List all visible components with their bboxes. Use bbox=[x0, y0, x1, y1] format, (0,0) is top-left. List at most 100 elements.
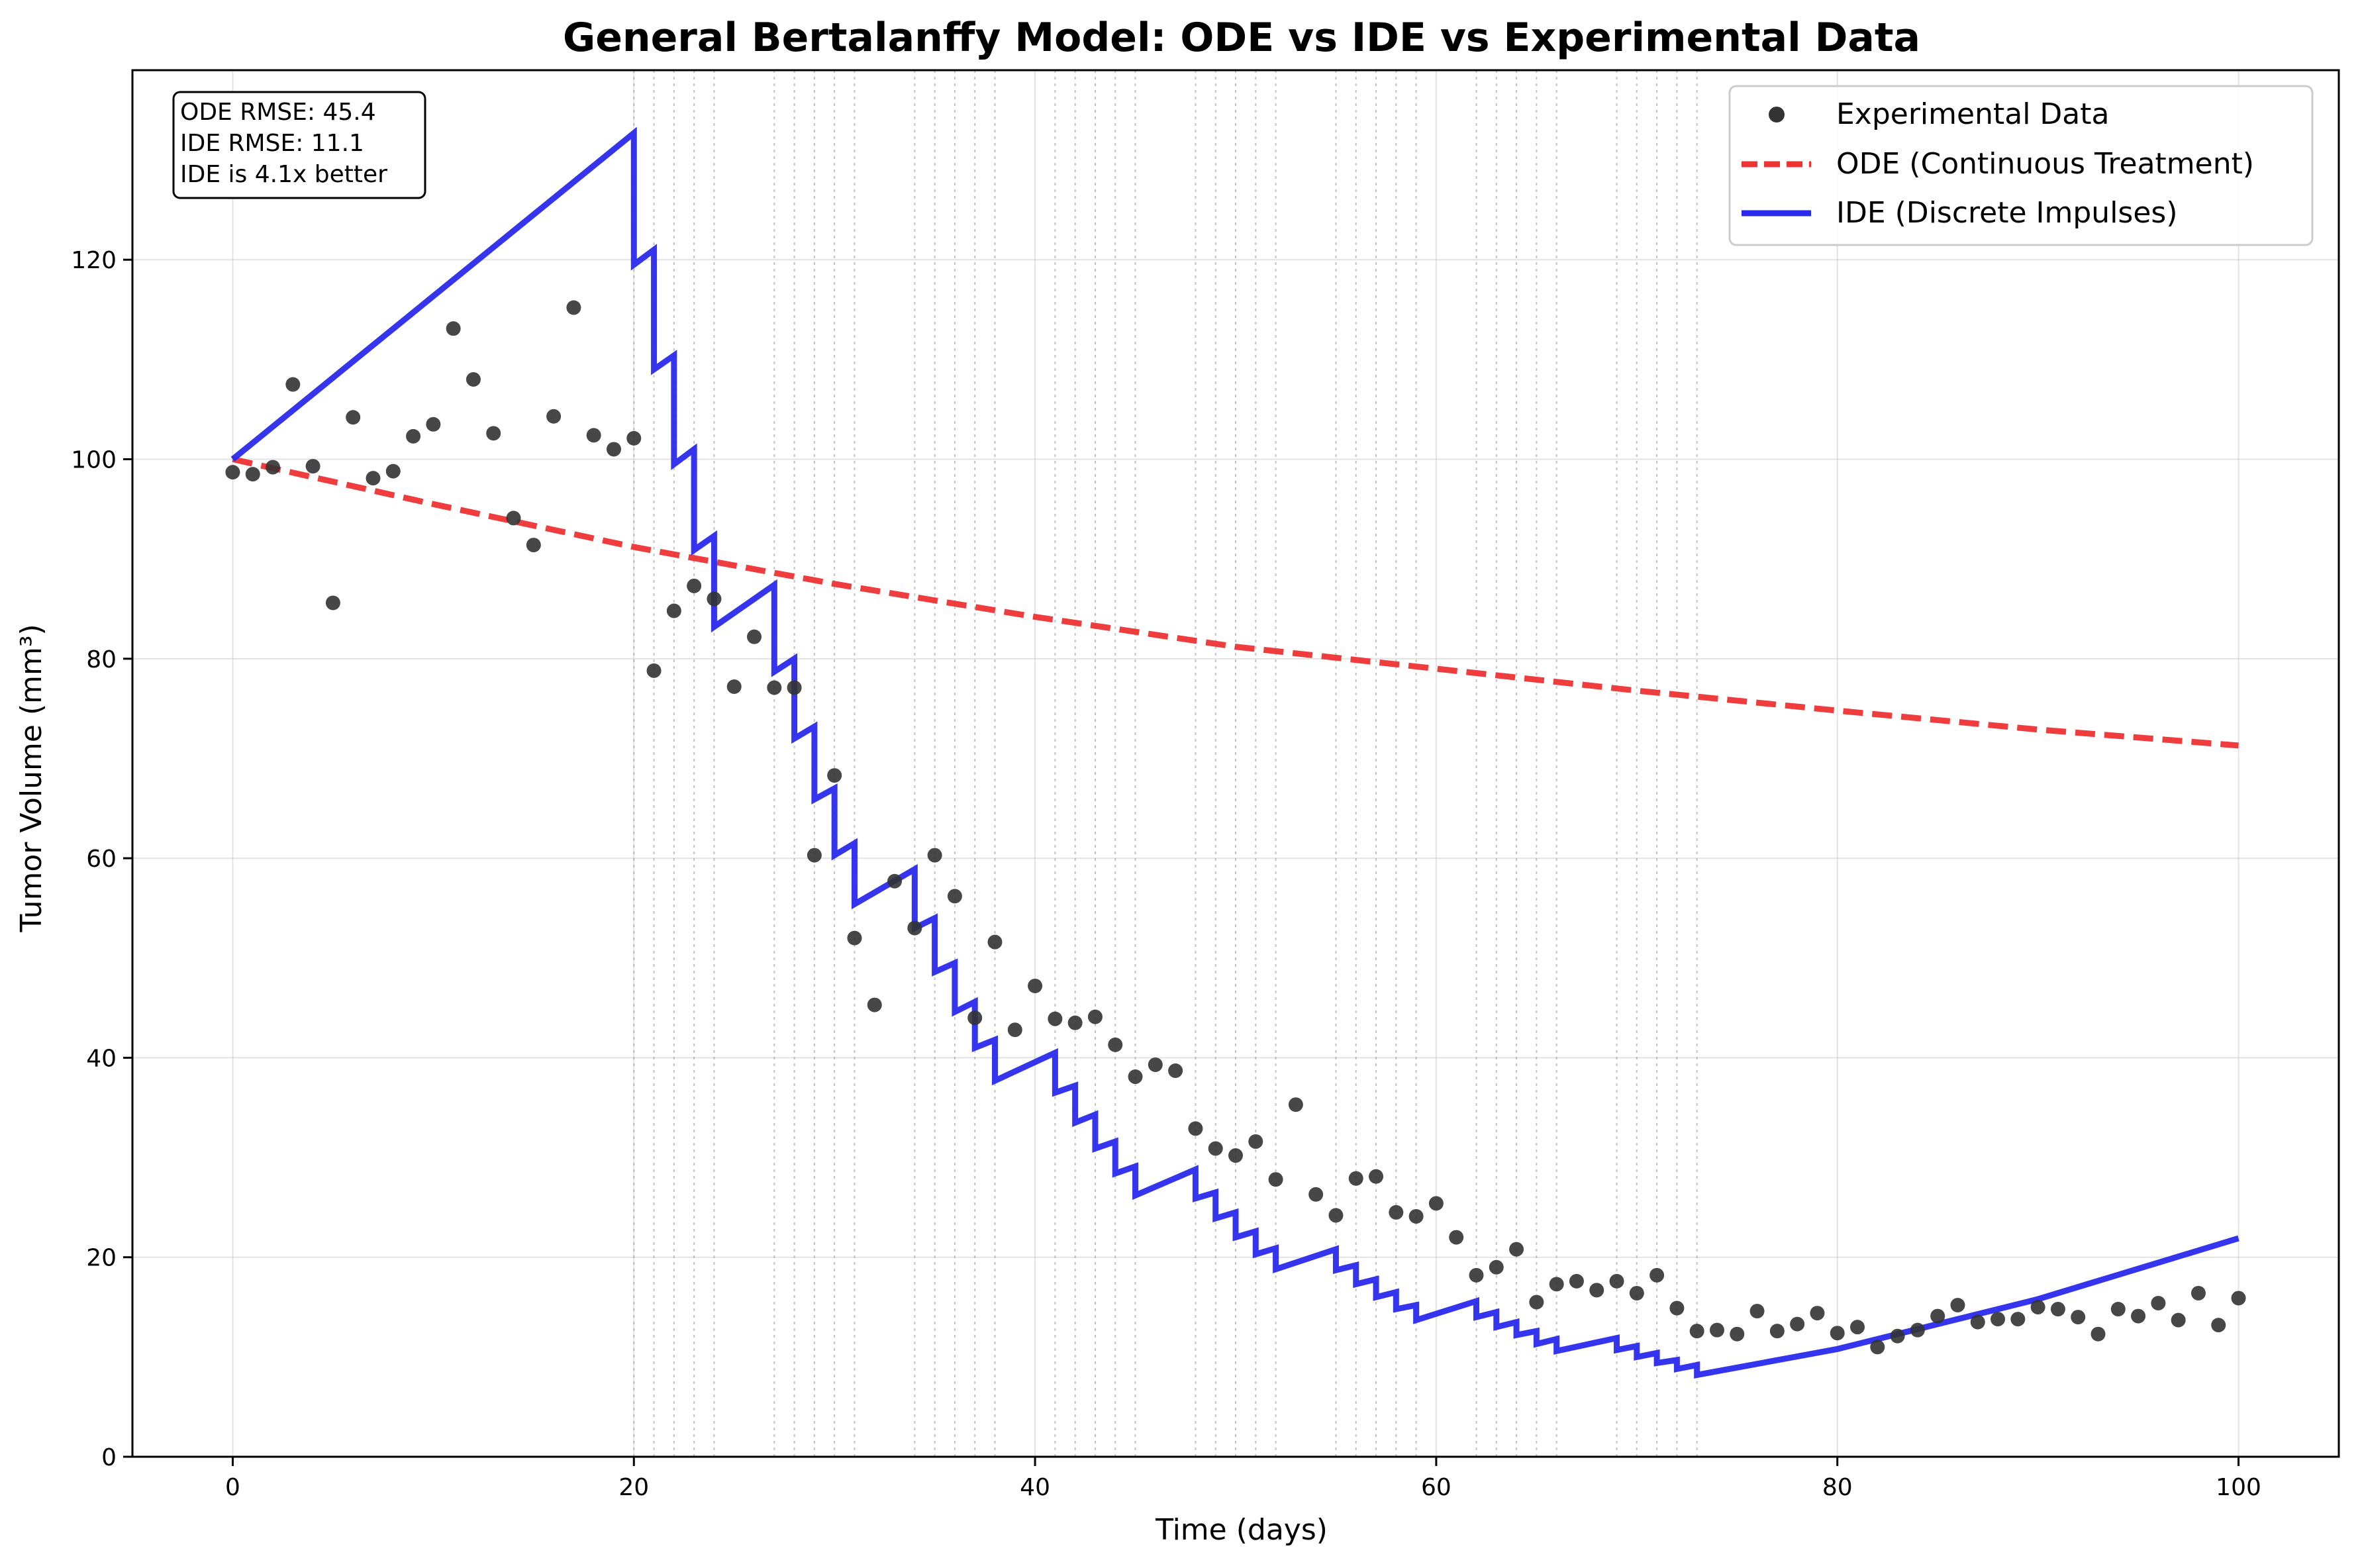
experimental-point bbox=[245, 467, 260, 482]
experimental-point bbox=[606, 442, 621, 457]
experimental-point bbox=[385, 464, 401, 479]
x-tick-label: 80 bbox=[1822, 1474, 1853, 1501]
experimental-point bbox=[1790, 1316, 1805, 1332]
experimental-point bbox=[285, 377, 301, 392]
experimental-point bbox=[1228, 1148, 1243, 1163]
legend-label-ode: ODE (Continuous Treatment) bbox=[1836, 147, 2254, 181]
experimental-point bbox=[426, 416, 441, 432]
experimental-point bbox=[726, 679, 742, 695]
experimental-point bbox=[1991, 1312, 2006, 1327]
experimental-point bbox=[1288, 1097, 1303, 1112]
experimental-point bbox=[947, 889, 962, 904]
chart-title: General Bertalanffy Model: ODE vs IDE vs… bbox=[563, 15, 1920, 61]
improvement-text: IDE is 4.1x better bbox=[180, 161, 387, 188]
experimental-point bbox=[2050, 1302, 2065, 1317]
experimental-point bbox=[1108, 1037, 1123, 1052]
ode-rmse-text: ODE RMSE: 45.4 bbox=[180, 99, 376, 126]
experimental-point bbox=[566, 300, 581, 315]
experimental-point bbox=[1389, 1204, 1404, 1220]
y-axis-label: Tumor Volume (mm³) bbox=[15, 624, 48, 932]
experimental-point bbox=[2131, 1308, 2146, 1324]
experimental-point bbox=[767, 680, 782, 695]
plot-background bbox=[132, 70, 2339, 1457]
experimental-point bbox=[2030, 1300, 2045, 1315]
y-tick-label: 60 bbox=[86, 846, 117, 873]
experimental-point bbox=[1148, 1057, 1163, 1072]
y-tick-label: 0 bbox=[101, 1444, 117, 1471]
experimental-point bbox=[506, 511, 521, 526]
experimental-point bbox=[266, 460, 281, 475]
experimental-point bbox=[1669, 1300, 1685, 1316]
legend-marker-experimental bbox=[1769, 107, 1785, 122]
experimental-point bbox=[1067, 1015, 1083, 1030]
x-tick-label: 0 bbox=[225, 1474, 240, 1501]
experimental-point bbox=[1469, 1267, 1484, 1283]
experimental-point bbox=[1509, 1242, 1524, 1257]
experimental-point bbox=[2071, 1310, 2086, 1325]
experimental-point bbox=[646, 663, 662, 678]
ode-line bbox=[232, 456, 2239, 749]
experimental-point bbox=[1188, 1121, 1203, 1136]
experimental-point bbox=[1609, 1273, 1624, 1289]
experimental-point bbox=[1850, 1320, 1865, 1335]
x-tick-label: 100 bbox=[2216, 1474, 2261, 1501]
experimental-point bbox=[1629, 1285, 1644, 1300]
experimental-point bbox=[1549, 1277, 1564, 1292]
experimental-point bbox=[546, 409, 562, 424]
experimental-point bbox=[1208, 1141, 1223, 1156]
experimental-point bbox=[1529, 1295, 1544, 1310]
experimental-point bbox=[446, 321, 461, 336]
experimental-point bbox=[225, 465, 240, 480]
experimental-point bbox=[2151, 1296, 2166, 1311]
experimental-point bbox=[887, 873, 903, 889]
x-tick-label: 60 bbox=[1421, 1474, 1451, 1501]
experimental-point bbox=[2090, 1326, 2106, 1342]
ide-rmse-text: IDE RMSE: 11.1 bbox=[180, 130, 364, 157]
experimental-point bbox=[626, 430, 642, 446]
legend-label-ide: IDE (Discrete Impulses) bbox=[1836, 196, 2178, 230]
experimental-point bbox=[1910, 1322, 1925, 1338]
experimental-point bbox=[1328, 1208, 1344, 1223]
experimental-point bbox=[466, 372, 481, 387]
experimental-point bbox=[486, 426, 501, 441]
experimental-point bbox=[1168, 1063, 1183, 1078]
experimental-point bbox=[987, 934, 1003, 950]
experimental-point bbox=[1028, 978, 1043, 993]
y-tick-label: 120 bbox=[71, 247, 117, 274]
experimental-point bbox=[1749, 1304, 1765, 1319]
experimental-point bbox=[1970, 1314, 1985, 1330]
experimental-point bbox=[2010, 1312, 2026, 1327]
experimental-point bbox=[1649, 1267, 1665, 1283]
experimental-point bbox=[1369, 1169, 1384, 1184]
experimental-point bbox=[2171, 1312, 2186, 1328]
experimental-point bbox=[1830, 1326, 1845, 1341]
experimental-point bbox=[847, 930, 862, 946]
experimental-point bbox=[325, 595, 340, 611]
experimental-point bbox=[406, 428, 421, 444]
experimental-point bbox=[1428, 1196, 1444, 1211]
experimental-point bbox=[1348, 1171, 1363, 1186]
experimental-point bbox=[1709, 1322, 1724, 1338]
experimental-point bbox=[1569, 1273, 1584, 1289]
experimental-point bbox=[1449, 1230, 1464, 1245]
experimental-point bbox=[2190, 1285, 2206, 1300]
y-tick-label: 100 bbox=[71, 447, 117, 474]
experimental-point bbox=[827, 768, 842, 783]
experimental-point bbox=[2231, 1291, 2246, 1306]
experimental-point bbox=[907, 920, 922, 936]
experimental-point bbox=[927, 848, 942, 863]
experimental-point bbox=[1248, 1134, 1263, 1149]
experimental-point bbox=[1128, 1069, 1143, 1085]
ide-line bbox=[230, 126, 2239, 1379]
experimental-point bbox=[967, 1010, 983, 1026]
experimental-point bbox=[526, 538, 541, 553]
experimental-point bbox=[346, 410, 361, 425]
rmse-annotation-box: ODE RMSE: 45.4 IDE RMSE: 11.1 IDE is 4.1… bbox=[172, 91, 426, 199]
annotation-box-frame bbox=[172, 91, 426, 199]
series-layer bbox=[225, 126, 2246, 1379]
experimental-point bbox=[707, 591, 722, 607]
legend-label-experimental: Experimental Data bbox=[1836, 97, 2109, 131]
x-tick-label: 40 bbox=[1020, 1474, 1050, 1501]
y-tick-label: 80 bbox=[86, 646, 117, 673]
experimental-point bbox=[1730, 1326, 1745, 1342]
